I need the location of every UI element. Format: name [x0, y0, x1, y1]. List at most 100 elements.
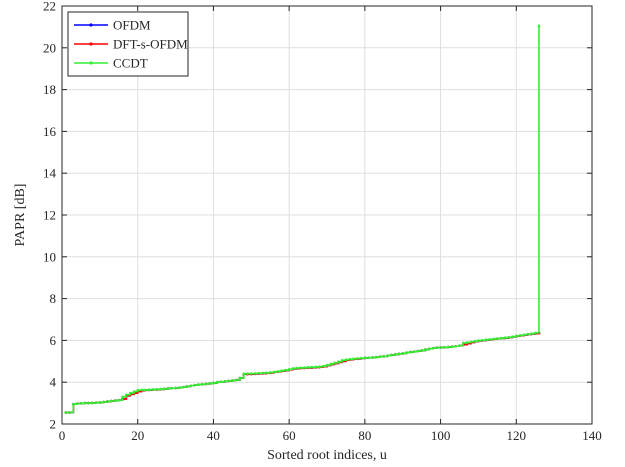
data-point-ccdt: [215, 380, 219, 384]
data-point-ccdt: [253, 372, 257, 375]
legend-entry-dft-s-ofdm: DFT-s-OFDM: [74, 37, 188, 52]
legend-marker-ofdm: [89, 23, 93, 27]
data-point-ccdt: [238, 376, 242, 380]
data-point-ccdt: [90, 401, 94, 405]
x-tick-label: 60: [283, 428, 296, 443]
series-ccdt: [64, 24, 541, 414]
legend-entry-ofdm: OFDM: [74, 18, 151, 33]
data-point-ccdt: [503, 336, 507, 339]
legend-entry-ccdt: CCDT: [74, 56, 148, 71]
data-point-ccdt: [390, 353, 393, 357]
x-tick-label: 120: [507, 428, 527, 443]
data-point-ccdt: [329, 362, 333, 366]
data-point-ccdt: [416, 349, 420, 353]
y-tick-label: 10: [43, 249, 56, 264]
y-tick-label: 12: [43, 208, 56, 223]
data-point-ccdt: [284, 368, 287, 372]
data-point-ccdt: [374, 355, 378, 359]
data-point-ccdt: [102, 400, 105, 404]
data-point-ccdt: [514, 334, 518, 338]
data-point-ccdt: [170, 386, 174, 390]
data-point-ccdt: [537, 24, 541, 28]
data-point-ccdt: [333, 361, 336, 365]
axis-ticks: 0 20 40 60 80 100 120 140 2 4 6 8 10 12 14 16 18 20 22: [43, 0, 602, 443]
data-point-ccdt: [359, 356, 363, 360]
x-tick-label: 40: [207, 428, 220, 443]
data-point-ccdt: [257, 371, 261, 375]
data-point-ccdt: [181, 385, 185, 389]
legend-label-ccdt: CCDT: [113, 56, 148, 71]
data-point-ccdt: [507, 335, 511, 339]
data-point-ccdt: [321, 364, 325, 368]
data-point-ccdt: [189, 384, 193, 388]
data-point-ccdt: [227, 379, 230, 383]
data-point-ccdt: [223, 380, 227, 383]
data-point-ccdt: [378, 355, 382, 359]
data-point-ccdt: [412, 350, 416, 353]
data-point-ccdt: [352, 357, 355, 361]
data-point-ccdt: [314, 365, 317, 369]
data-point-ccdt: [121, 395, 124, 399]
data-point-ccdt: [348, 357, 352, 361]
data-point-ccdt: [405, 351, 408, 355]
data-point-ccdt: [397, 352, 401, 356]
data-point-ccdt: [261, 371, 264, 375]
data-point-ccdt: [386, 354, 389, 357]
data-point-ccdt: [291, 367, 295, 370]
data-point-ccdt: [363, 356, 367, 360]
data-point-ccdt: [424, 348, 427, 351]
data-point-ccdt: [272, 370, 276, 374]
data-point-ccdt: [458, 344, 461, 347]
y-tick-label: 6: [50, 333, 57, 348]
y-tick-label: 18: [43, 82, 56, 97]
x-tick-label: 20: [131, 428, 144, 443]
legend-marker-ccdt: [89, 61, 93, 65]
data-point-ccdt: [212, 381, 215, 385]
data-point-ccdt: [454, 344, 458, 348]
y-tick-label: 4: [50, 375, 57, 390]
x-tick-label: 100: [431, 428, 451, 443]
data-point-ccdt: [151, 388, 155, 391]
data-point-ccdt: [87, 401, 90, 405]
data-point-ccdt: [125, 393, 128, 397]
legend: OFDM DFT-s-OFDM CCDT: [67, 11, 189, 77]
data-point-ccdt: [132, 390, 136, 393]
data-point-ccdt: [98, 401, 102, 404]
data-point-ccdt: [242, 372, 246, 376]
data-point-ccdt: [234, 378, 238, 382]
data-point-ccdt: [159, 387, 162, 391]
data-point-ccdt: [337, 360, 340, 364]
data-point-ccdt: [106, 400, 109, 403]
data-point-ccdt: [420, 349, 423, 352]
data-point-ccdt: [75, 402, 79, 406]
data-point-ccdt: [249, 372, 253, 375]
data-point-ccdt: [143, 388, 147, 392]
data-point-ccdt: [530, 332, 533, 336]
data-point-ccdt: [431, 346, 435, 350]
data-point-ccdt: [204, 382, 208, 386]
data-point-ccdt: [325, 363, 329, 367]
x-tick-label: 0: [59, 428, 66, 443]
data-point-ccdt: [287, 367, 291, 371]
legend-label-dft-s-ofdm: DFT-s-OFDM: [113, 37, 188, 52]
data-point-ccdt: [446, 345, 450, 349]
data-point-ccdt: [79, 402, 83, 405]
data-point-ccdt: [166, 387, 170, 390]
data-point-ccdt: [518, 334, 522, 337]
data-point-ccdt: [280, 369, 283, 373]
data-point-ccdt: [302, 366, 306, 369]
data-point-ccdt: [162, 387, 166, 391]
data-point-ccdt: [155, 388, 158, 391]
series-layer: [64, 24, 541, 414]
data-point-ccdt: [310, 365, 314, 369]
data-point-ccdt: [306, 366, 310, 369]
data-point-ccdt: [231, 379, 234, 382]
data-point-ccdt: [83, 401, 87, 405]
legend-marker-dft-s-ofdm: [89, 42, 93, 46]
data-point-ccdt: [488, 338, 492, 341]
data-point-ccdt: [109, 399, 113, 403]
data-point-ccdt: [246, 372, 249, 375]
data-point-ccdt: [113, 399, 117, 402]
